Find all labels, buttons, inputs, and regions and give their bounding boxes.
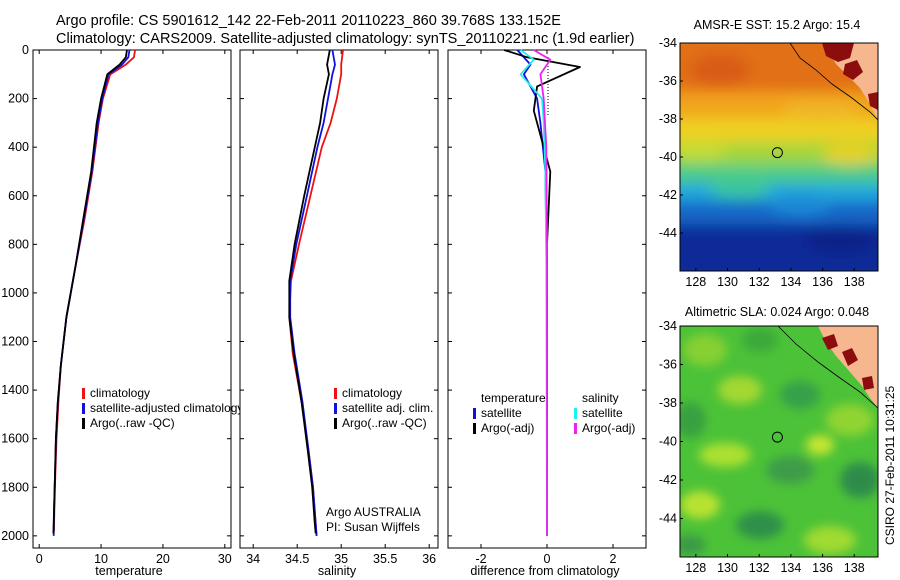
map-x-tick-label: 128 [685,275,706,289]
series-line-argo-raw-qc [52,49,128,534]
legend-entry: satellite-adjusted climatology [90,401,243,415]
legend-swatch [334,403,337,414]
sst-land [830,43,878,120]
legend-group-heading: salinity [582,391,619,405]
map-y-tick-label: -40 [659,150,677,164]
map-x-tick-label: 134 [780,561,801,575]
map-y-tick-label: -42 [659,188,677,202]
legend-entry: satellite adj. clim. [342,401,433,415]
map-y-tick-label: -36 [659,74,677,88]
sla-land-island [822,334,838,350]
map-x-tick-label: 138 [844,561,865,575]
sla-argo-location-marker [771,431,783,443]
legend-swatch [82,388,85,399]
csiro-timestamp: CSIRO 27-Feb-2011 10:31:25 [883,385,897,545]
x-tick-label: 35 [334,552,348,566]
x-tick-label: 34.5 [285,552,309,566]
map-y-tick-label: -34 [659,36,677,50]
sst-field [680,43,878,271]
legend-entry: satellite [582,406,623,420]
y-tick-label: 1400 [1,383,29,397]
x-tick-label: 0 [544,552,551,566]
argo-australia-note: Argo AUSTRALIA [326,505,421,519]
temperature-xlabel: temperature [95,564,162,578]
map-y-tick-label: -38 [659,396,677,410]
pi-note: PI: Susan Wijffels [326,520,420,534]
map-y-tick-label: -40 [659,435,677,449]
x-tick-label: 2 [610,552,617,566]
sla-map: Altimetric SLA: 0.024 Argo: 0.048 [659,305,879,575]
map-x-tick-label: 132 [749,561,770,575]
legend-swatch [574,408,577,419]
legend-entry: Argo(..raw -QC) [342,416,427,430]
map-x-tick-label: 132 [749,275,770,289]
y-tick-label: 2000 [1,529,29,543]
legend-swatch [334,388,337,399]
map-x-tick-label: 136 [812,561,833,575]
legend-swatch [574,423,577,434]
series-line-argo-raw-qc [288,49,331,534]
y-tick-label: 1200 [1,335,29,349]
sla-map-title: Altimetric SLA: 0.024 Argo: 0.048 [685,305,869,319]
temperature-axes-box [32,49,232,549]
map-y-tick-label: -44 [659,226,677,240]
y-tick-label: 800 [8,237,29,251]
series-line-salinity-argo-adj [533,49,552,536]
y-tick-label: 1600 [1,432,29,446]
legend-entry: Argo(-adj) [481,421,534,435]
sla-field [680,326,878,557]
map-x-tick-label: 134 [780,275,801,289]
map-x-tick-label: 130 [717,561,738,575]
climatology-title: Climatology: CARS2009. Satellite-adjuste… [56,31,634,47]
map-y-tick-label: -42 [659,473,677,487]
difference-xlabel: difference from climatology [470,564,620,578]
temperature-panel: temperature 0 10 20 30 0 200 400 600 800 1000 1200… [1,43,243,578]
map-x-tick-label: 138 [844,275,865,289]
sst-isobath [789,43,878,121]
x-tick-label: 20 [156,552,170,566]
salinity-panel: salinity Argo AUSTRALIA PI: Susan Wijffe… [239,49,439,578]
salinity-axes-box [239,49,439,549]
difference-panel: difference from climatology -2 0 2 temperat… [447,49,647,578]
salinity-xlabel: salinity [318,564,357,578]
sst-land-island [822,43,854,62]
map-y-tick-label: -38 [659,112,677,126]
sst-map-title: AMSR-E SST: 15.2 Argo: 15.4 [694,18,861,32]
legend-swatch [473,408,476,419]
legend-entry: Argo(..raw -QC) [90,416,175,430]
legend-swatch [82,403,85,414]
map-x-tick-label: 136 [812,275,833,289]
map-y-tick-label: -36 [659,358,677,372]
legend-entry: climatology [342,386,402,400]
y-tick-label: 400 [8,140,29,154]
sst-map: AMSR-E SST: 15.2 Argo: 15.4 [659,18,879,289]
sst-argo-location-marker [771,147,783,159]
map-x-tick-label: 130 [717,275,738,289]
x-tick-label: 10 [94,552,108,566]
map-y-tick-label: -44 [659,512,677,526]
legend-entry: Argo(-adj) [582,421,635,435]
y-tick-label: 0 [22,43,29,57]
map-x-tick-label: 128 [685,561,706,575]
map-y-tick-label: -34 [659,319,677,333]
x-tick-label: 35.5 [373,552,397,566]
sla-isobath [777,326,878,409]
x-tick-label: 34 [246,552,260,566]
y-tick-label: 200 [8,92,29,106]
y-tick-label: 600 [8,189,29,203]
legend-swatch [334,418,337,429]
y-tick-label: 1800 [1,480,29,494]
legend-swatch [82,418,85,429]
legend-entry: satellite [481,406,522,420]
y-tick-label: 1000 [1,286,29,300]
legend-group-heading: temperature [481,391,546,405]
x-tick-label: -2 [475,552,486,566]
profile-title: Argo profile: CS 5901612_142 22-Feb-2011… [56,13,561,29]
legend-entry: climatology [90,386,150,400]
x-tick-label: 0 [36,552,43,566]
legend-swatch [473,423,476,434]
x-tick-label: 36 [422,552,436,566]
x-tick-label: 30 [218,552,232,566]
